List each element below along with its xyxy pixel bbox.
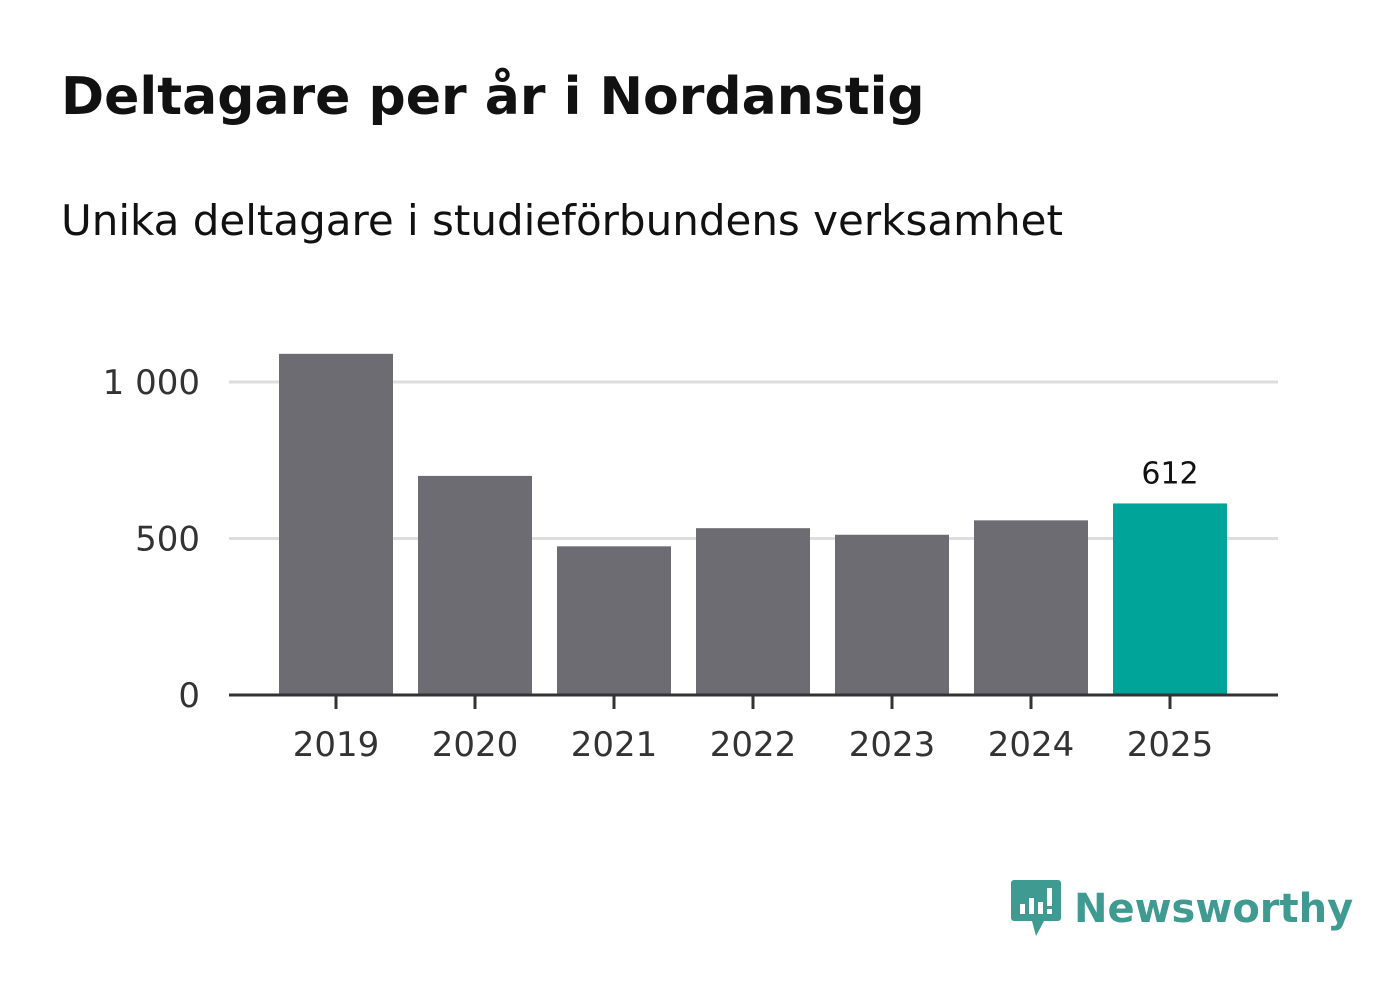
bar-2023 <box>835 534 949 695</box>
labels: 0 500 1 000 2019 2020 2021 2022 2023 2024 2025 612 <box>103 363 1214 765</box>
bar-2025 <box>1113 503 1227 695</box>
bar-2021 <box>557 546 671 695</box>
bar-2020 <box>418 475 532 695</box>
bar-2019 <box>279 353 393 695</box>
bars <box>279 353 1227 695</box>
y-tick-label: 500 <box>135 520 200 560</box>
data-label-2025: 612 <box>1141 456 1198 491</box>
x-tick-label: 2023 <box>849 725 936 765</box>
bar-2022 <box>696 528 810 695</box>
chart-title: Deltagare per år i Nordanstig <box>61 67 925 127</box>
x-tick-label: 2021 <box>571 725 658 765</box>
chart-subtitle: Unika deltagare i studieförbundens verks… <box>61 196 1063 245</box>
brand-name: Newsworthy <box>1074 886 1354 932</box>
x-tick-label: 2019 <box>293 725 380 765</box>
x-tick-label: 2024 <box>988 725 1075 765</box>
axes <box>229 693 1278 709</box>
brand-logo: Newsworthy <box>1010 878 1353 940</box>
newsworthy-logo-icon <box>1011 880 1061 936</box>
bar-2024 <box>974 520 1088 695</box>
x-tick-label: 2020 <box>432 725 519 765</box>
x-tick-label: 2025 <box>1127 725 1214 765</box>
y-tick-label: 1 000 <box>103 363 200 403</box>
x-tick-label: 2022 <box>710 725 797 765</box>
y-tick-label: 0 <box>178 676 200 716</box>
